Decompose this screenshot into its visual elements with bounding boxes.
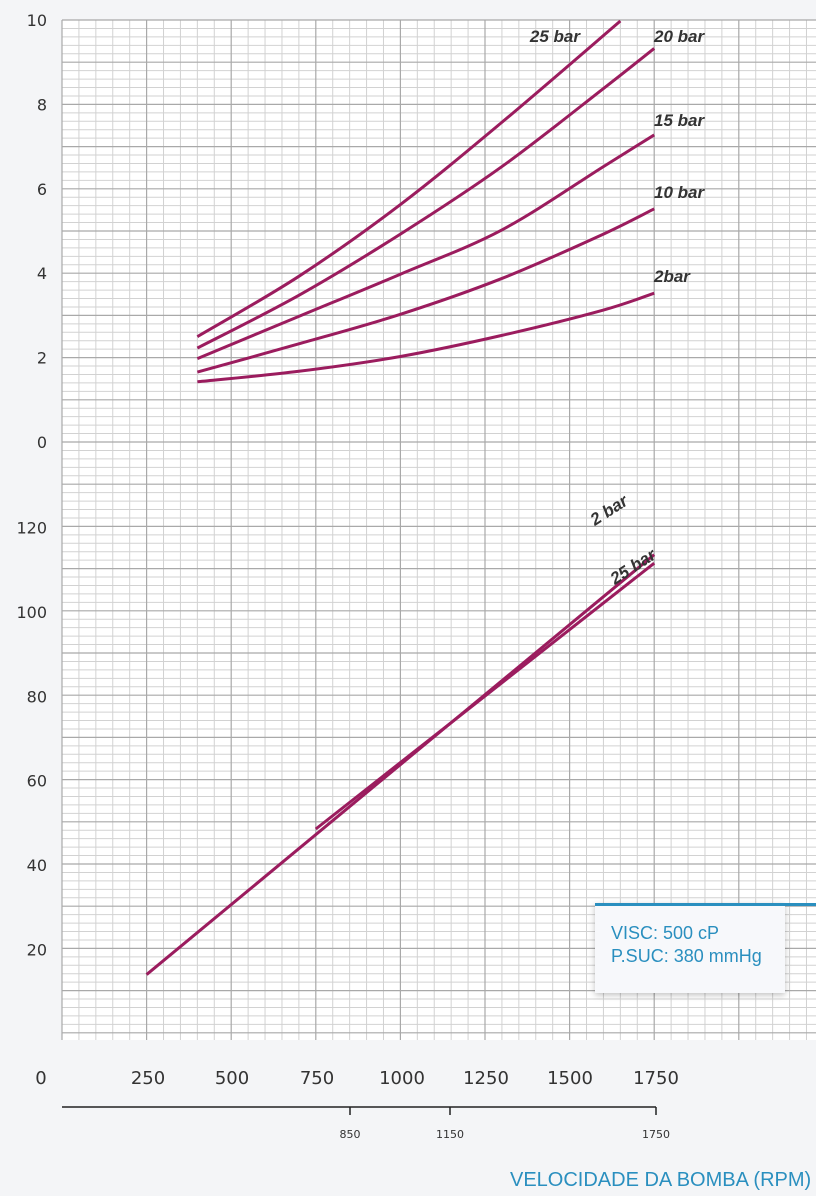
series-label-top-0: 25 bar	[529, 27, 581, 46]
secondary-tick-label: 1750	[642, 1128, 670, 1141]
y-tick-label-bottom: 100	[16, 603, 47, 622]
series-label-top-3: 10 bar	[654, 183, 705, 202]
x-tick-label: 1750	[633, 1068, 679, 1089]
curve-bottom-1	[314, 561, 656, 831]
series-label-top-1: 20 bar	[653, 27, 705, 46]
series-label-top-2: 15 bar	[654, 111, 705, 130]
y-tick-label-bottom: 20	[27, 941, 47, 960]
y-tick-label-bottom: 80	[27, 687, 47, 706]
x-tick-label: 1250	[463, 1068, 509, 1089]
plot-background	[62, 20, 816, 1040]
grid	[61, 19, 816, 1040]
suction-pressure-label: P.SUC: 380 mmHg	[611, 946, 762, 966]
curve-top-1	[196, 47, 656, 350]
y-tick-label-top: 2	[37, 349, 47, 368]
curve-bottom-0	[145, 553, 656, 976]
curve-top-4	[197, 291, 655, 384]
curve-top-0	[196, 19, 622, 338]
y-tick-label-top: 8	[37, 95, 47, 114]
viscosity-label: VISC: 500 cP	[611, 923, 720, 943]
y-tick-label-top: 0	[37, 433, 47, 452]
x-tick-label: 500	[215, 1068, 249, 1089]
y-tick-label-top: 6	[37, 180, 47, 199]
secondary-tick-label: 850	[340, 1128, 361, 1141]
curve-top-3	[196, 207, 655, 374]
x-tick-label: 250	[131, 1068, 165, 1089]
x-tick-label: 0	[35, 1068, 46, 1089]
x-tick-label: 1500	[547, 1068, 593, 1089]
curve-top-2	[196, 133, 655, 360]
y-tick-label-top: 4	[37, 264, 47, 283]
y-tick-label-top: 10	[27, 11, 47, 30]
x-tick-label: 750	[300, 1068, 334, 1089]
info-box: VISC: 500 cP P.SUC: 380 mmHg	[595, 903, 785, 993]
y-tick-label-bottom: 60	[27, 772, 47, 791]
y-tick-label-bottom: 40	[27, 856, 47, 875]
x-tick-label: 1000	[379, 1068, 425, 1089]
secondary-tick-label: 1150	[436, 1128, 464, 1141]
curves	[145, 19, 656, 976]
y-tick-label-bottom: 120	[16, 519, 47, 538]
x-axis-title: VELOCIDADE DA BOMBA (RPM)	[510, 1169, 811, 1191]
info-box-accent-line	[785, 903, 816, 906]
series-label-top-4: 2bar	[653, 267, 691, 286]
